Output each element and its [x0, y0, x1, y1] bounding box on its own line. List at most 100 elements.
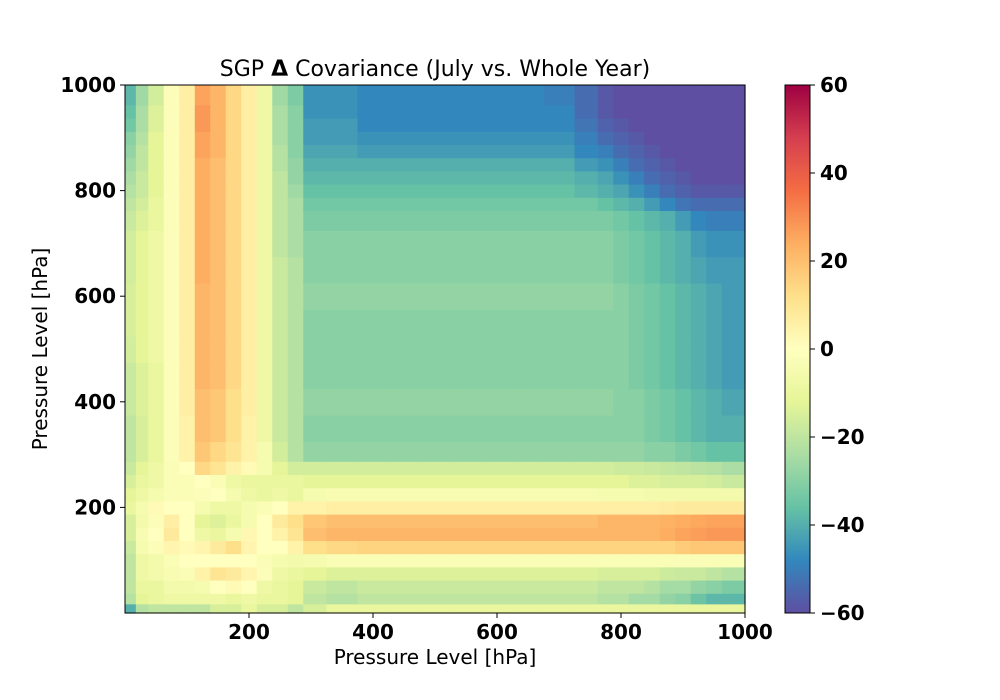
heatmap-cell — [644, 603, 661, 614]
heatmap-cell — [613, 283, 630, 310]
heatmap-cell — [256, 230, 273, 258]
heatmap-cell — [303, 527, 328, 541]
heatmap-cell — [706, 388, 723, 416]
heatmap-cell — [179, 461, 196, 475]
heatmap-cell — [272, 283, 289, 310]
heatmap-cell — [690, 91, 707, 106]
heatmap-cell — [256, 441, 273, 462]
heatmap-cell — [194, 566, 211, 581]
heatmap-cell — [326, 210, 359, 231]
heatmap-cell — [675, 580, 692, 594]
heatmap-cell — [450, 461, 483, 475]
heatmap-cell — [272, 85, 289, 93]
heatmap-cell — [303, 540, 328, 555]
heatmap-cell — [272, 170, 289, 185]
heatmap-cell — [287, 527, 304, 541]
heatmap-cell — [125, 500, 137, 515]
heatmap-cell — [737, 157, 746, 172]
heatmap-cell — [706, 157, 723, 172]
heatmap-cell — [163, 85, 180, 93]
heatmap-cell — [450, 157, 483, 172]
heatmap-cell — [357, 580, 390, 594]
heatmap-cell — [148, 500, 165, 515]
heatmap-cell — [194, 593, 211, 605]
heatmap-cell — [135, 603, 149, 614]
heatmap-cell — [179, 184, 196, 198]
heatmap-cell — [272, 210, 289, 231]
heatmap-cell — [675, 553, 692, 568]
heatmap-cell — [163, 309, 180, 337]
heatmap-cell — [163, 566, 180, 581]
heatmap-cell — [256, 157, 273, 172]
heatmap-cell — [737, 91, 746, 106]
heatmap-cell — [613, 118, 630, 132]
heatmap-cell — [644, 144, 661, 159]
heatmap-cell — [628, 461, 645, 475]
heatmap-cell — [326, 500, 359, 515]
heatmap-cell — [272, 230, 289, 258]
heatmap-cell — [659, 118, 676, 132]
heatmap-cell — [613, 441, 630, 462]
heatmap-cell — [287, 91, 304, 106]
heatmap-cell — [690, 566, 707, 581]
heatmap-cell — [241, 593, 258, 605]
heatmap-cell — [241, 603, 258, 614]
heatmap-cell — [194, 131, 211, 145]
heatmap-cell — [148, 527, 165, 541]
heatmap-cell — [303, 474, 328, 489]
heatmap-cell — [148, 144, 165, 159]
heatmap-cell — [481, 230, 514, 258]
heatmap-cell — [706, 441, 723, 462]
heatmap-cell — [644, 131, 661, 145]
heatmap-cell — [148, 603, 165, 614]
heatmap-cell — [721, 514, 738, 528]
heatmap-cell — [303, 514, 328, 528]
heatmap-cell — [721, 603, 738, 614]
heatmap-cell — [512, 335, 545, 363]
heatmap-cell — [163, 474, 180, 489]
heatmap-cell — [388, 514, 421, 528]
heatmap-cell — [543, 487, 576, 502]
heatmap-cell — [256, 309, 273, 337]
heatmap-cell — [287, 461, 304, 475]
heatmap-cell — [225, 170, 242, 185]
heatmap-cell — [706, 85, 723, 93]
heatmap-cell — [388, 283, 421, 310]
heatmap-cell — [690, 256, 707, 284]
heatmap-cell — [659, 144, 676, 159]
heatmap-cell — [737, 553, 746, 568]
heatmap-cell — [179, 85, 196, 93]
heatmap-cell — [737, 335, 746, 363]
heatmap-cell — [125, 170, 137, 185]
colorbar — [784, 84, 811, 614]
heatmap-cell — [543, 157, 576, 172]
heatmap-cell — [721, 335, 738, 363]
x-axis-ticks: 200 400 600 800 1000 — [228, 613, 773, 644]
heatmap-cell — [644, 157, 661, 172]
heatmap-cell — [303, 210, 328, 231]
heatmap-cell — [303, 184, 328, 198]
heatmap-cell — [148, 85, 165, 93]
y-tick-label: 200 — [74, 495, 116, 519]
heatmap-cell — [481, 197, 514, 211]
heatmap-cell — [450, 474, 483, 489]
heatmap-cell — [706, 335, 723, 363]
heatmap-cell — [125, 309, 137, 337]
heatmap-cell — [210, 553, 227, 568]
heatmap-cell — [543, 593, 576, 605]
heatmap-cell — [357, 85, 390, 93]
heatmap-cell — [675, 230, 692, 258]
heatmap-cell — [737, 210, 746, 231]
heatmap-cell — [481, 514, 514, 528]
heatmap-cell — [628, 388, 645, 416]
heatmap-cell — [272, 131, 289, 145]
heatmap-cell — [644, 184, 661, 198]
heatmap-cell — [721, 474, 738, 489]
heatmap-cell — [303, 131, 328, 145]
heatmap-cell — [613, 580, 630, 594]
heatmap-cell — [628, 104, 645, 119]
heatmap-cell — [543, 309, 576, 337]
heatmap-cell — [543, 362, 576, 390]
heatmap-cell — [135, 593, 149, 605]
heatmap-cell — [628, 144, 645, 159]
